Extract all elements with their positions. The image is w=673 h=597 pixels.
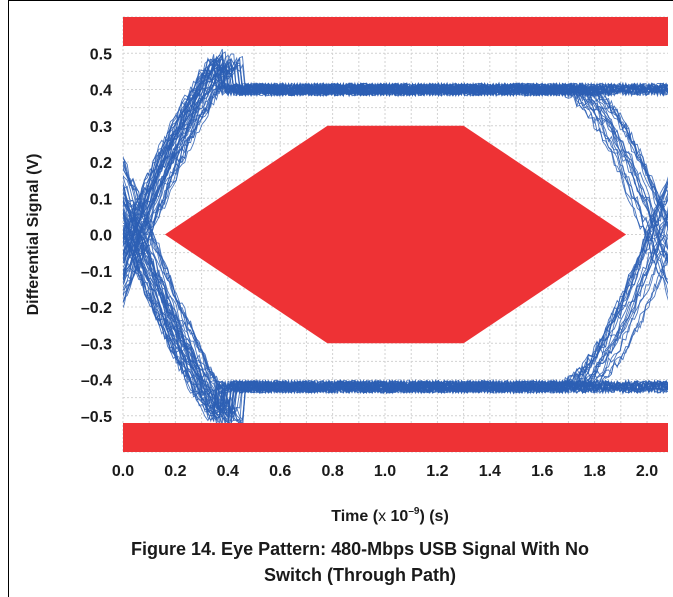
x-tick-label: 1.2 (426, 463, 448, 480)
x-tick-label: 1.4 (479, 463, 501, 480)
eye-pattern-chart: 0.0 0.2 0.4 0.6 0.8 1.0 1.2 1.4 1.6 1.8 2.0 0.5 0.4… (25, 16, 668, 525)
x-axis-label-suffix: ) (s) (419, 508, 448, 525)
y-tick-labels: 0.5 0.4 0.3 0.2 0.1 0.0 –0.1 –0.2 –0.3 –0.4 –0.5 (81, 46, 112, 426)
x-axis-label-prefix: Time ( (331, 508, 379, 525)
x-tick-label: 0.6 (269, 463, 291, 480)
x-tick-label: 0.2 (164, 463, 186, 480)
signal-trace (123, 68, 668, 282)
x-tick-label: 0.0 (112, 463, 134, 480)
y-axis-label: Differential Signal (V) (25, 154, 42, 316)
signal-traces (123, 48, 668, 431)
x-tick-label: 2.0 (636, 463, 658, 480)
eye-masks (123, 17, 668, 452)
signal-trace (123, 197, 668, 420)
frame-top-border (8, 0, 673, 1)
caption-line-2: Switch (Through Path) (264, 565, 456, 585)
y-tick-label: –0.1 (81, 264, 112, 281)
signal-trace (123, 68, 668, 284)
x-tick-label: 1.8 (584, 463, 606, 480)
frame-left-border (8, 0, 9, 597)
y-tick-label: –0.3 (81, 336, 112, 353)
eye-mask-hexagon (164, 125, 627, 344)
x-axis-label-base: 10 (386, 508, 408, 525)
caption-line-1: Figure 14. Eye Pattern: 480-Mbps USB Sig… (131, 539, 589, 559)
x-tick-label: 0.8 (321, 463, 343, 480)
y-tick-label: –0.5 (81, 409, 112, 426)
lower-limit-band (123, 423, 668, 452)
x-tick-labels: 0.0 0.2 0.4 0.6 0.8 1.0 1.2 1.4 1.6 1.8 2.0 (112, 463, 658, 480)
x-tick-label: 1.6 (531, 463, 553, 480)
y-tick-label: 0.4 (90, 83, 112, 100)
x-tick-label: 0.4 (217, 463, 239, 480)
x-axis-label-multiplier: x (378, 508, 386, 525)
figure-caption: Figure 14. Eye Pattern: 480-Mbps USB Sig… (60, 536, 660, 588)
upper-limit-band (123, 17, 668, 46)
x-axis-label-exponent: –9 (408, 506, 420, 517)
y-tick-label: –0.2 (81, 300, 112, 317)
y-tick-label: 0.3 (90, 119, 112, 136)
x-tick-label: 1.0 (374, 463, 396, 480)
signal-trace (123, 218, 668, 423)
signal-trace (123, 180, 668, 419)
x-axis-label: Time (x 10–9) (s) (331, 506, 449, 525)
y-tick-label: 0.1 (90, 191, 112, 208)
y-tick-label: 0.2 (90, 155, 112, 172)
signal-trace (123, 55, 668, 262)
y-tick-label: 0.5 (90, 46, 112, 63)
y-tick-label: –0.4 (81, 373, 112, 390)
y-tick-label: 0.0 (90, 228, 112, 245)
